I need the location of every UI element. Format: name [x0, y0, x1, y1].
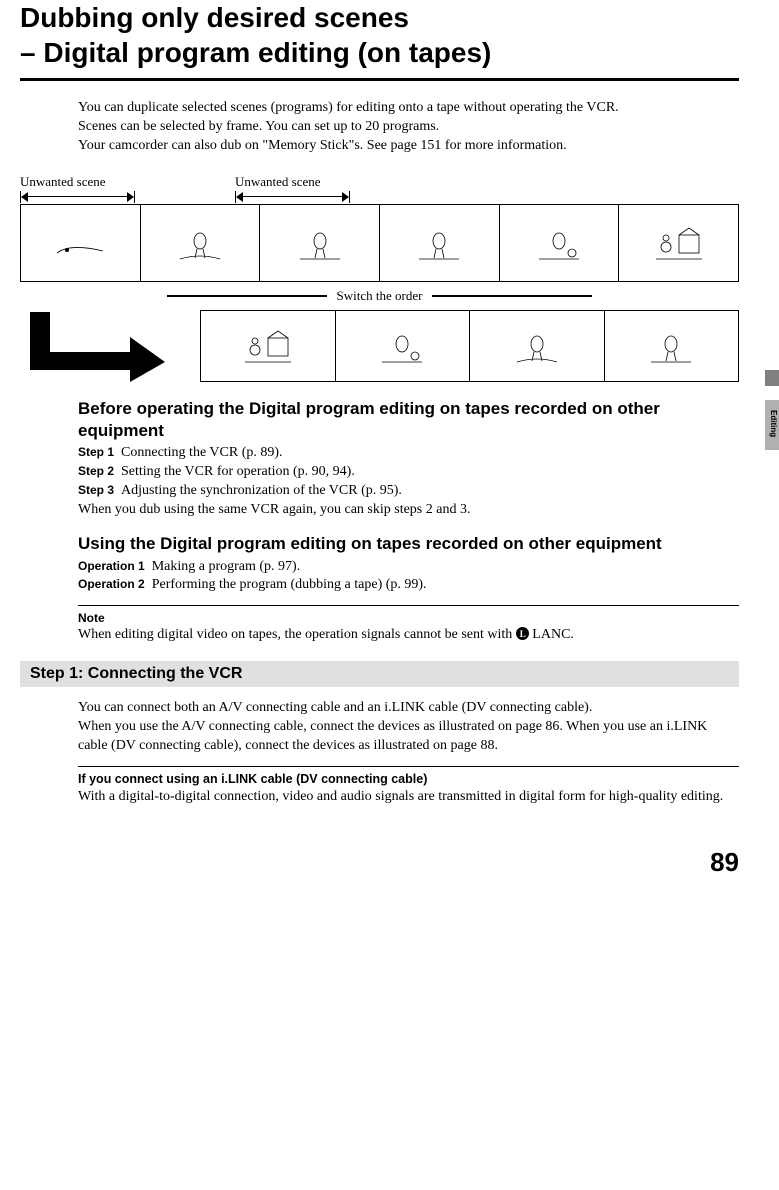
step3-text: Adjusting the synchronization of the VCR… [121, 483, 402, 498]
before-tail: When you dub using the same VCR again, y… [78, 501, 739, 520]
ilink-block: If you connect using an i.LINK cable (DV… [78, 766, 739, 807]
frame [605, 311, 739, 381]
frames-row-before [20, 204, 739, 282]
frame [470, 311, 605, 381]
note-block: Note When editing digital video on tapes… [78, 605, 739, 645]
side-tab-text: Editing [769, 410, 778, 437]
title-line1: Dubbing only desired scenes [20, 2, 409, 33]
title-rule [20, 78, 739, 81]
before-block: Before operating the Digital program edi… [78, 398, 739, 520]
switch-row: Switch the order [20, 288, 739, 304]
frame [21, 205, 141, 281]
op2-label: Operation 2 [78, 577, 145, 591]
page-title: Dubbing only desired scenes – Digital pr… [20, 0, 739, 70]
note-rule [78, 605, 739, 606]
before-heading: Before operating the Digital program edi… [78, 398, 739, 442]
diagram: Unwanted scene Unwanted scene [20, 174, 739, 382]
connect-p1: You can connect both an A/V connecting c… [78, 699, 739, 718]
note-text-after: LANC. [529, 627, 574, 642]
unwanted-label-2: Unwanted scene [235, 174, 350, 190]
step3-label: Step 3 [78, 483, 114, 497]
using-heading: Using the Digital program editing on tap… [78, 533, 739, 555]
ilink-text: With a digital-to-digital connection, vi… [78, 788, 739, 807]
frame [141, 205, 261, 281]
unwanted-label-1: Unwanted scene [20, 174, 135, 190]
bracket-row [20, 192, 739, 202]
step1-text: Connecting the VCR (p. 89). [121, 445, 283, 460]
page-number: 89 [20, 847, 739, 878]
intro-p1: You can duplicate selected scenes (progr… [78, 99, 739, 118]
intro-p2: Scenes can be selected by frame. You can… [78, 118, 739, 137]
step1-title-bar: Step 1: Connecting the VCR [20, 661, 739, 687]
side-marker [765, 370, 779, 386]
intro-p3: Your camcorder can also dub on "Memory S… [78, 137, 739, 156]
frames-row-after [200, 310, 739, 382]
ilink-head: If you connect using an i.LINK cable (DV… [78, 771, 739, 788]
reorder-arrow-icon [20, 312, 170, 382]
note-text-before: When editing digital video on tapes, the… [78, 627, 516, 642]
frame [500, 205, 620, 281]
frame [619, 205, 738, 281]
step1-label: Step 1 [78, 445, 114, 459]
note-head: Note [78, 610, 739, 626]
step2-label: Step 2 [78, 464, 114, 478]
connect-block: You can connect both an A/V connecting c… [78, 699, 739, 756]
ilink-rule [78, 766, 739, 767]
switch-label: Switch the order [337, 288, 423, 304]
connect-p2: When you use the A/V connecting cable, c… [78, 718, 739, 756]
op1-label: Operation 1 [78, 559, 145, 573]
using-block: Using the Digital program editing on tap… [78, 533, 739, 595]
frame [380, 205, 500, 281]
frame [201, 311, 336, 381]
result-row [20, 310, 739, 382]
step2-text: Setting the VCR for operation (p. 90, 94… [121, 464, 355, 479]
title-line2: – Digital program editing (on tapes) [20, 37, 491, 68]
op1-text: Making a program (p. 97). [152, 559, 301, 574]
intro-block: You can duplicate selected scenes (progr… [78, 99, 739, 156]
lanc-icon [516, 627, 529, 640]
frame [260, 205, 380, 281]
frame [336, 311, 471, 381]
op2-text: Performing the program (dubbing a tape) … [152, 577, 427, 592]
